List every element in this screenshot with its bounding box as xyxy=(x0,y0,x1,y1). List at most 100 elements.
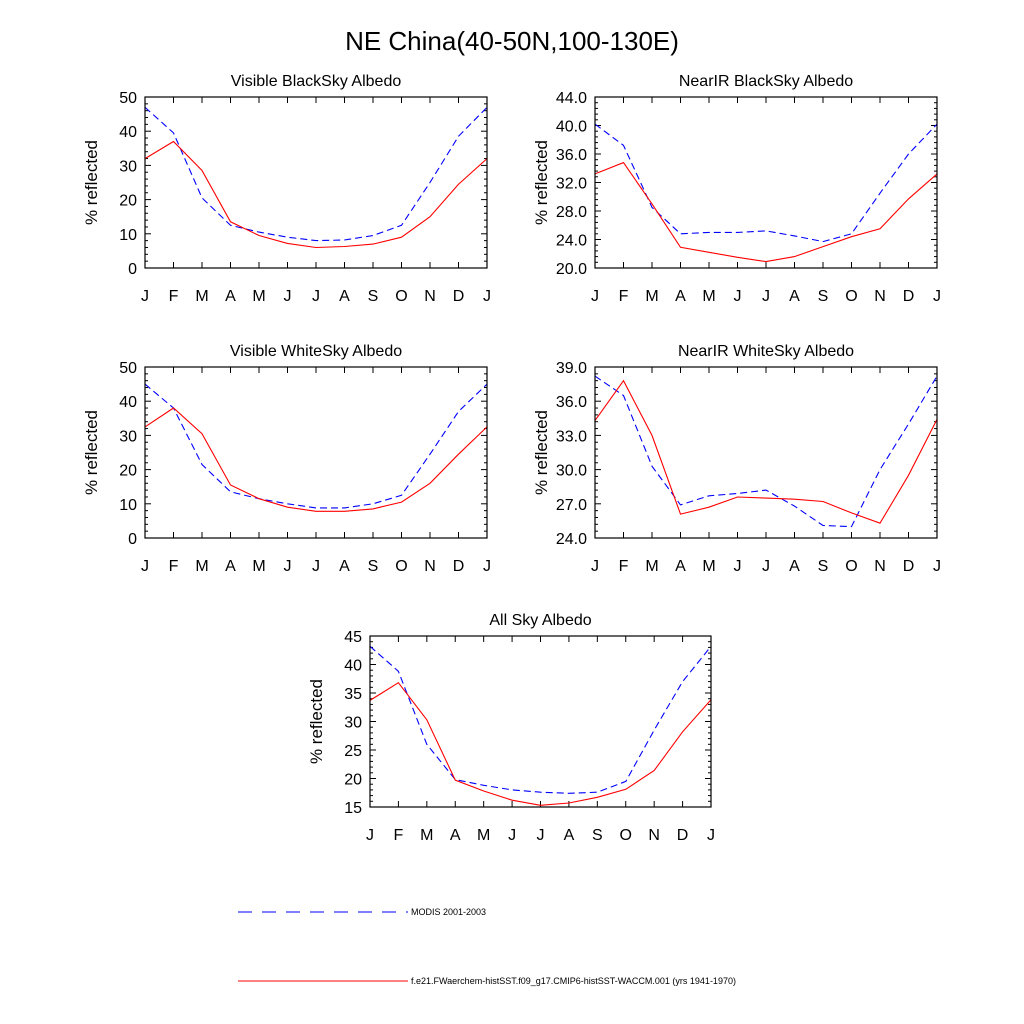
panel-title: All Sky Albedo xyxy=(489,612,591,629)
x-tick-label: A xyxy=(675,288,686,305)
x-tick-label: J xyxy=(591,558,599,575)
panel-title: Visible BlackSky Albedo xyxy=(231,73,402,90)
x-tick-label: M xyxy=(420,827,433,844)
y-tick-label: 27.0 xyxy=(556,497,587,514)
panel-title: NearIR WhiteSky Albedo xyxy=(678,343,854,360)
y-tick-label: 15 xyxy=(344,800,362,817)
x-tick-label: A xyxy=(339,288,350,305)
y-tick-label: 25 xyxy=(344,743,362,760)
x-tick-label: D xyxy=(677,827,689,844)
y-tick-label: 30.0 xyxy=(556,463,587,480)
x-tick-label: J xyxy=(734,558,742,575)
x-tick-label: N xyxy=(648,827,660,844)
x-tick-label: S xyxy=(818,288,829,305)
series-line-modis xyxy=(369,645,712,794)
y-axis-label: % reflected xyxy=(532,410,551,495)
y-tick-label: 40.0 xyxy=(556,119,587,136)
x-tick-label: O xyxy=(395,288,407,305)
x-tick-label: N xyxy=(874,558,886,575)
x-tick-label: F xyxy=(619,288,629,305)
x-tick-label: M xyxy=(195,288,208,305)
y-tick-label: 20 xyxy=(119,463,137,480)
y-tick-label: 30 xyxy=(119,428,137,445)
y-tick-label: 20 xyxy=(344,772,362,789)
legend-label-modis: MODIS 2001-2003 xyxy=(411,907,486,917)
y-axis-label: % reflected xyxy=(532,140,551,225)
series-line-model xyxy=(369,681,712,806)
x-tick-label: J xyxy=(933,288,941,305)
x-tick-label: M xyxy=(702,558,715,575)
x-tick-label: S xyxy=(592,827,603,844)
series-line-modis xyxy=(144,106,488,242)
y-tick-label: 10 xyxy=(119,497,137,514)
x-tick-label: O xyxy=(395,558,407,575)
x-tick-label: A xyxy=(450,827,461,844)
x-tick-label: M xyxy=(195,558,208,575)
x-tick-label: O xyxy=(845,288,857,305)
x-tick-label: O xyxy=(620,827,632,844)
y-tick-label: 20.0 xyxy=(556,261,587,278)
x-tick-label: J xyxy=(312,288,320,305)
x-tick-label: M xyxy=(645,558,658,575)
x-tick-label: A xyxy=(789,288,800,305)
y-axis-label: % reflected xyxy=(82,140,101,225)
x-tick-label: J xyxy=(366,827,374,844)
x-tick-label: J xyxy=(591,288,599,305)
x-tick-label: F xyxy=(394,827,404,844)
x-tick-label: N xyxy=(424,288,436,305)
y-tick-label: 0 xyxy=(128,531,137,548)
x-tick-label: J xyxy=(483,558,491,575)
y-tick-label: 30 xyxy=(344,715,362,732)
x-tick-label: J xyxy=(312,558,320,575)
y-tick-label: 20 xyxy=(119,193,137,210)
x-tick-label: J xyxy=(141,288,149,305)
x-tick-label: J xyxy=(284,558,292,575)
figure-title: NE China(40-50N,100-130E) xyxy=(345,26,679,56)
x-tick-label: M xyxy=(477,827,490,844)
series-line-modis xyxy=(594,123,938,243)
x-tick-label: M xyxy=(252,288,265,305)
y-tick-label: 32.0 xyxy=(556,176,587,193)
x-tick-label: A xyxy=(789,558,800,575)
x-tick-label: J xyxy=(284,288,292,305)
series-line-modis xyxy=(594,375,938,528)
x-tick-label: M xyxy=(252,558,265,575)
y-axis-label: % reflected xyxy=(307,679,326,764)
y-tick-label: 28.0 xyxy=(556,204,587,221)
x-tick-label: D xyxy=(453,558,465,575)
y-tick-label: 50 xyxy=(119,90,137,107)
y-tick-label: 45 xyxy=(344,629,362,646)
panel-title: Visible WhiteSky Albedo xyxy=(230,343,402,360)
y-tick-label: 36.0 xyxy=(556,394,587,411)
y-tick-label: 40 xyxy=(119,124,137,141)
x-tick-label: J xyxy=(734,288,742,305)
x-tick-label: J xyxy=(707,827,715,844)
x-tick-label: A xyxy=(225,558,236,575)
x-tick-label: J xyxy=(762,288,770,305)
y-tick-label: 36.0 xyxy=(556,147,587,164)
x-tick-label: J xyxy=(483,288,491,305)
y-tick-label: 39.0 xyxy=(556,360,587,377)
legend-label-model: f.e21.FWaerchem-histSST.f09_g17.CMIP6-hi… xyxy=(411,976,736,986)
series-line-model xyxy=(144,140,488,249)
plot-frame xyxy=(144,96,488,269)
plot-frame xyxy=(144,366,488,539)
x-tick-label: A xyxy=(675,558,686,575)
x-tick-label: S xyxy=(368,558,379,575)
x-tick-label: O xyxy=(845,558,857,575)
x-tick-label: J xyxy=(537,827,545,844)
x-tick-label: A xyxy=(564,827,575,844)
x-tick-label: M xyxy=(702,288,715,305)
x-tick-label: M xyxy=(645,288,658,305)
x-tick-label: D xyxy=(903,558,915,575)
x-tick-label: N xyxy=(874,288,886,305)
x-tick-label: A xyxy=(225,288,236,305)
x-tick-label: D xyxy=(453,288,465,305)
x-tick-label: F xyxy=(169,288,179,305)
series-line-model xyxy=(594,379,938,524)
y-tick-label: 24.0 xyxy=(556,233,587,250)
